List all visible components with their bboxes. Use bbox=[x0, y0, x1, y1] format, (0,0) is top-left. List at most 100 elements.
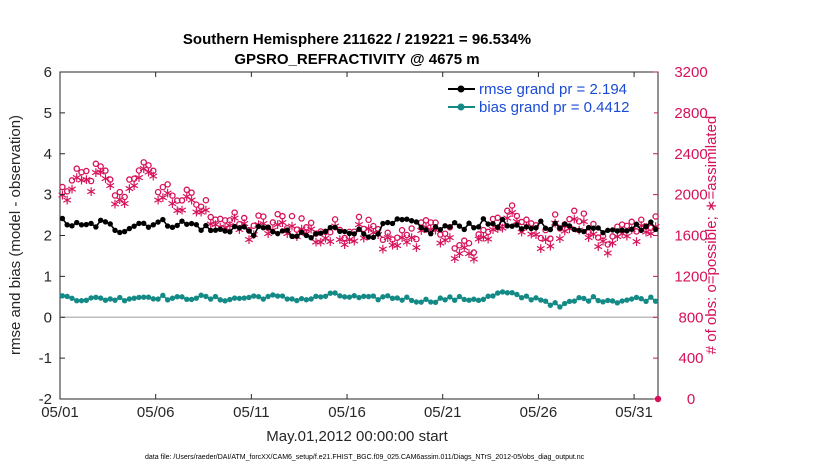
bias-marker bbox=[562, 300, 568, 307]
rmse-marker bbox=[648, 219, 654, 225]
assimilated-obs-marker: ∗ bbox=[415, 223, 427, 239]
assimilated-obs-marker: ∗ bbox=[578, 214, 590, 230]
assimilated-obs-marker: ∗ bbox=[162, 186, 174, 202]
rmse-marker bbox=[562, 221, 568, 227]
bias-marker bbox=[485, 293, 491, 299]
rmse-marker bbox=[614, 228, 621, 234]
rmse-marker bbox=[628, 226, 635, 232]
rmse-marker bbox=[389, 220, 396, 227]
y-left-tick-label: 6 bbox=[44, 64, 52, 81]
assimilated-obs-marker: ∗ bbox=[152, 193, 164, 209]
bias-marker bbox=[614, 300, 621, 306]
assimilated-obs-marker: ∗ bbox=[210, 217, 222, 233]
rmse-marker bbox=[404, 216, 410, 222]
assimilated-obs-marker: ∗ bbox=[167, 196, 179, 212]
possible-obs-marker bbox=[307, 219, 315, 227]
assimilated-obs-marker: ∗ bbox=[128, 178, 140, 194]
legend-bias-marker bbox=[457, 103, 465, 111]
rmse-marker bbox=[203, 222, 209, 229]
bias-marker bbox=[605, 297, 611, 304]
rmse-marker bbox=[270, 229, 276, 235]
possible-obs-marker bbox=[413, 235, 420, 243]
bias-marker bbox=[179, 294, 185, 300]
rmse-marker bbox=[643, 223, 649, 230]
bias-marker bbox=[289, 296, 295, 302]
bias-marker bbox=[423, 296, 429, 302]
bias-marker bbox=[428, 299, 434, 305]
rmse-marker bbox=[466, 220, 472, 226]
rmse-marker bbox=[318, 230, 324, 236]
legend: rmse grand pr = 2.194 bias grand pr = 0.… bbox=[444, 77, 654, 117]
rmse-marker bbox=[432, 224, 439, 230]
assimilated-obs-marker: ∗ bbox=[80, 172, 92, 188]
assimilated-obs-marker: ∗ bbox=[138, 161, 150, 177]
bias-marker bbox=[475, 297, 482, 303]
bias-marker bbox=[624, 297, 630, 303]
possible-obs-marker bbox=[566, 215, 573, 223]
possible-obs-marker bbox=[470, 249, 478, 256]
rmse-marker bbox=[428, 230, 434, 237]
possible-obs-marker bbox=[121, 193, 128, 201]
rmse-marker bbox=[542, 225, 549, 231]
rmse-marker bbox=[155, 219, 161, 225]
rmse-marker bbox=[313, 231, 319, 237]
rmse-marker bbox=[64, 222, 70, 228]
rmse-marker bbox=[337, 228, 343, 234]
assimilated-obs-marker: ∗ bbox=[468, 251, 480, 267]
assimilated-obs-marker: ∗ bbox=[95, 164, 107, 180]
bias-marker bbox=[270, 292, 276, 298]
rmse-marker bbox=[509, 223, 515, 229]
rmse-marker bbox=[418, 224, 424, 231]
possible-obs-marker bbox=[460, 237, 468, 244]
bias-marker bbox=[279, 293, 286, 299]
rmse-marker bbox=[413, 219, 420, 225]
assimilated-obs-marker: ∗ bbox=[411, 240, 423, 256]
possible-obs-marker bbox=[523, 216, 530, 223]
assimilated-obs-marker: ∗ bbox=[506, 205, 518, 221]
y-left-tick-label: -1 bbox=[39, 350, 52, 367]
bias-marker bbox=[241, 295, 247, 301]
assimilated-obs-marker: ∗ bbox=[61, 192, 73, 208]
rmse-marker bbox=[179, 218, 185, 224]
bias-marker bbox=[222, 298, 228, 304]
possible-obs-marker bbox=[604, 241, 612, 248]
possible-obs-marker bbox=[178, 197, 186, 204]
chart-subtitle: GPSRO_REFRACTIVITY @ 4675 m bbox=[234, 51, 479, 68]
rmse-marker bbox=[69, 223, 75, 229]
bias-marker bbox=[447, 294, 453, 300]
bias-marker bbox=[648, 294, 654, 300]
possible-obs-marker bbox=[379, 236, 387, 244]
assimilated-obs-marker: ∗ bbox=[425, 222, 437, 238]
possible-obs-marker bbox=[102, 167, 109, 174]
y-right-tick-label: 2000 bbox=[674, 187, 707, 204]
rmse-marker bbox=[495, 224, 501, 230]
assimilated-obs-marker: ∗ bbox=[286, 219, 298, 235]
legend-rmse-label: rmse grand pr = 2.194 bbox=[479, 81, 627, 98]
assimilated-obs-marker: ∗ bbox=[497, 220, 509, 236]
assimilated-obs-marker: ∗ bbox=[133, 170, 145, 186]
x-tick-label: 05/31 bbox=[615, 404, 653, 421]
y-left-tick-label: 3 bbox=[44, 187, 52, 204]
assimilated-obs-marker: ∗ bbox=[353, 217, 365, 233]
bias-marker bbox=[499, 289, 506, 295]
rmse-marker bbox=[437, 226, 444, 233]
possible-obs-marker bbox=[183, 186, 191, 194]
rmse-marker bbox=[590, 225, 597, 231]
bias-marker bbox=[418, 299, 424, 305]
rmse-marker bbox=[74, 219, 80, 226]
x-tick-label: 05/16 bbox=[328, 404, 366, 421]
assimilated-obs-marker: ∗ bbox=[396, 230, 408, 246]
bias-marker bbox=[547, 302, 554, 308]
bias-marker bbox=[136, 294, 142, 301]
bias-marker bbox=[480, 296, 487, 303]
rmse-marker bbox=[619, 227, 625, 233]
assimilated-obs-marker: ∗ bbox=[544, 239, 556, 255]
rmse-marker bbox=[198, 227, 204, 233]
bias-marker bbox=[456, 293, 463, 300]
assimilated-obs-marker: ∗ bbox=[463, 246, 475, 262]
bias-marker bbox=[652, 298, 659, 304]
bias-marker bbox=[117, 294, 123, 301]
possible-obs-marker bbox=[63, 188, 71, 195]
rmse-marker bbox=[260, 225, 267, 231]
rmse-marker bbox=[59, 215, 66, 222]
